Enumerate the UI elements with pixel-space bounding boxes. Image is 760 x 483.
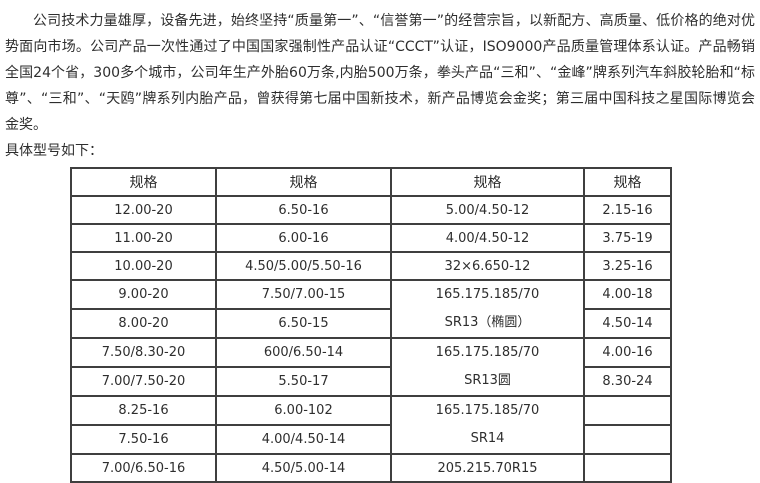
table-row: 8.00-20 6.50-15 4.50-14 [70, 308, 672, 339]
spec-cell-line: 165.175.185/70 [435, 345, 540, 360]
spec-cell [583, 424, 672, 455]
spec-cell: 4.00/4.50-12 [390, 223, 585, 253]
table-row: 10.00-20 4.50/5.00/5.50-16 32×6.650-12 3.25… [70, 251, 672, 281]
spec-cell: 6.50-16 [215, 195, 392, 225]
company-intro-paragraph: 公司技术力量雄厚，设备先进，始终坚持“质量第一”、“信誉第一”的经营宗旨，以新配… [5, 13, 755, 133]
spec-cell: 4.50/5.00-14 [215, 453, 392, 483]
table-row: 7.50/8.30-20 600/6.50-14 165.175.185/70 SR1… [70, 337, 672, 397]
spec-cell-line: SR13圆 [464, 373, 511, 388]
spec-cell-line: SR14 [470, 431, 505, 446]
spec-cell-line: 165.175.185/70 [435, 403, 540, 418]
spec-cell [583, 453, 672, 483]
spec-cell: 6.00-102 [215, 395, 392, 426]
spec-header-cell: 规格 [583, 167, 672, 197]
spec-cell: 8.30-24 [583, 366, 672, 397]
spec-table-head: 规格 规格 规格 规格 [70, 167, 672, 197]
spec-cell: 7.00/6.50-16 [70, 453, 217, 483]
spec-header-cell: 规格 [70, 167, 217, 197]
spec-cell: 8.25-16 [70, 395, 217, 426]
models-heading: 具体型号如下： [5, 143, 103, 159]
table-row: 7.00/6.50-16 4.50/5.00-14 205.215.70R15 [70, 453, 672, 483]
spec-cell [583, 395, 672, 426]
spec-cell: 7.50/7.00-15 [215, 279, 392, 310]
spec-header-cell: 规格 [390, 167, 585, 197]
spec-cell: 6.00-16 [215, 223, 392, 253]
spec-cell: 4.00-18 [583, 279, 672, 310]
table-row: 7.00/7.50-20 5.50-17 8.30-24 [70, 366, 672, 397]
spec-cell: 165.175.185/70 SR13（椭圆） [390, 279, 585, 339]
spec-header-row: 规格 规格 规格 规格 [70, 167, 672, 197]
spec-cell: 12.00-20 [70, 195, 217, 225]
spec-cell: 165.175.185/70 SR14 [390, 395, 585, 455]
spec-cell: 32×6.650-12 [390, 251, 585, 281]
spec-cell: 7.50-16 [70, 424, 217, 455]
table-row: 11.00-20 6.00-16 4.00/4.50-12 3.75-19 [70, 223, 672, 253]
spec-cell: 7.50/8.30-20 [70, 337, 217, 368]
spec-cell-line: 165.175.185/70 [435, 287, 540, 302]
spec-table: 规格 规格 规格 规格 12.00-20 6.50-16 5.00/4.50-12 2.15… [70, 167, 672, 483]
table-row: 8.25-16 6.00-102 165.175.185/70 SR14 [70, 395, 672, 455]
spec-cell: 3.25-16 [583, 251, 672, 281]
spec-cell: 4.50-14 [583, 308, 672, 339]
spec-cell: 11.00-20 [70, 223, 217, 253]
spec-cell: 6.50-15 [215, 308, 392, 339]
spec-cell: 2.15-16 [583, 195, 672, 225]
spec-cell: 9.00-20 [70, 279, 217, 310]
spec-cell: 165.175.185/70 SR13圆 [390, 337, 585, 397]
table-row: 9.00-20 7.50/7.00-15 165.175.185/70 SR13（椭圆… [70, 279, 672, 339]
spec-cell-line: SR13（椭圆） [444, 315, 531, 330]
spec-cell: 8.00-20 [70, 308, 217, 339]
spec-header-cell: 规格 [215, 167, 392, 197]
spec-cell: 5.50-17 [215, 366, 392, 397]
spec-cell: 4.00-16 [583, 337, 672, 368]
spec-table-body: 12.00-20 6.50-16 5.00/4.50-12 2.15-16 11.00-… [70, 195, 672, 483]
table-row: 12.00-20 6.50-16 5.00/4.50-12 2.15-16 [70, 195, 672, 225]
spec-cell: 3.75-19 [583, 223, 672, 253]
table-row: 7.50-16 4.00/4.50-14 [70, 424, 672, 455]
spec-cell: 4.00/4.50-14 [215, 424, 392, 455]
spec-cell: 4.50/5.00/5.50-16 [215, 251, 392, 281]
spec-cell: 600/6.50-14 [215, 337, 392, 368]
spec-cell: 10.00-20 [70, 251, 217, 281]
spec-cell: 5.00/4.50-12 [390, 195, 585, 225]
spec-cell: 7.00/7.50-20 [70, 366, 217, 397]
spec-cell: 205.215.70R15 [390, 453, 585, 483]
